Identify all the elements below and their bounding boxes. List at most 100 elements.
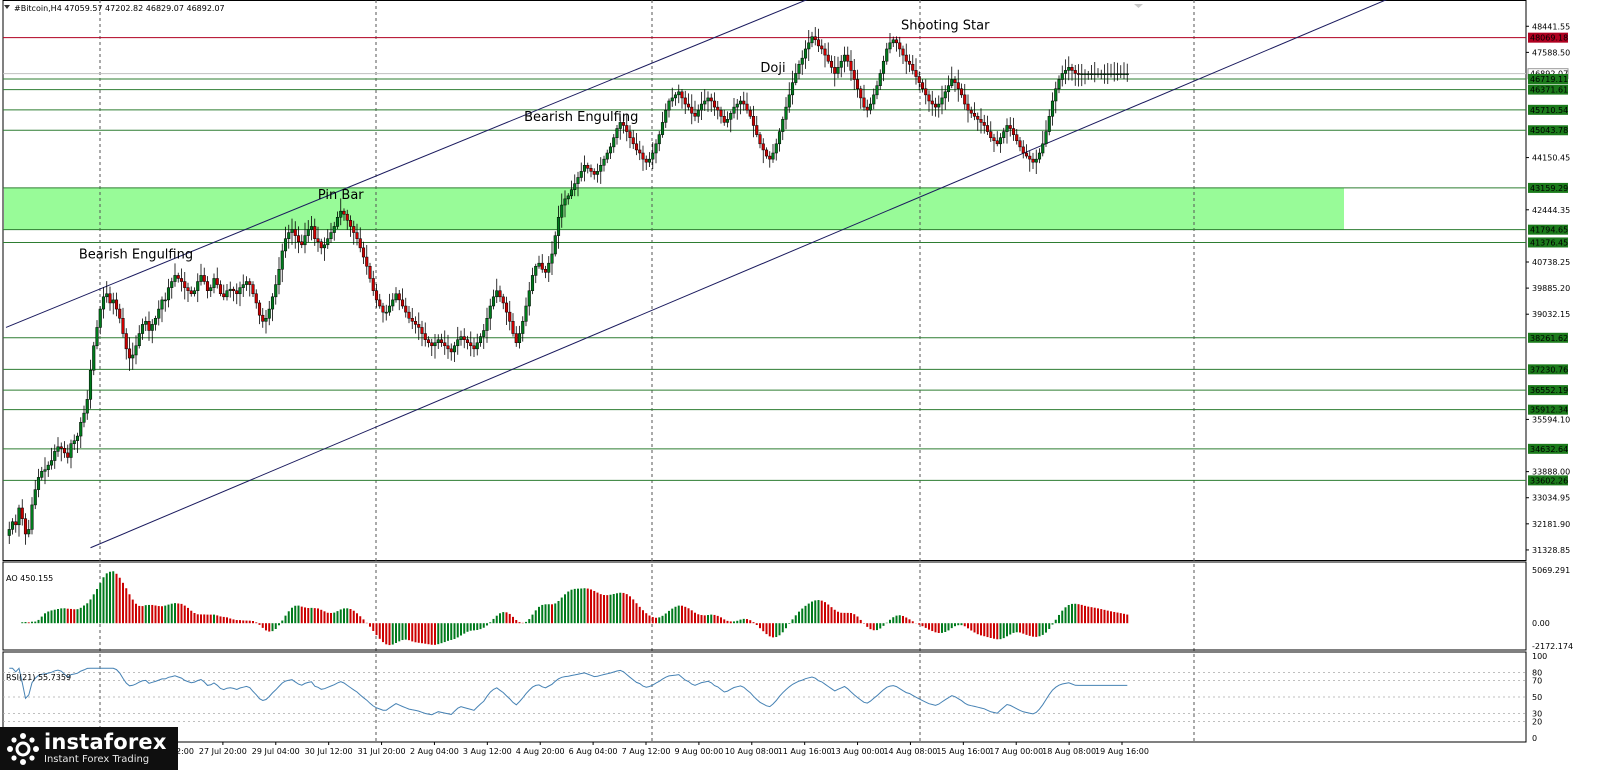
candle <box>101 287 106 319</box>
candle <box>17 504 21 537</box>
candle <box>823 43 827 68</box>
candle <box>475 333 479 356</box>
candle <box>920 79 925 93</box>
price-level-label: 34632.64 <box>1530 445 1568 454</box>
candle <box>953 76 957 92</box>
candle <box>924 79 928 105</box>
candle <box>196 273 200 303</box>
candle <box>166 278 171 308</box>
rsi-tick-label: 30 <box>1532 709 1542 718</box>
candle <box>300 234 304 249</box>
candle <box>849 50 853 81</box>
candle <box>345 209 349 230</box>
candle <box>579 162 583 182</box>
candle <box>969 106 973 118</box>
candle <box>602 155 606 172</box>
price-level-box <box>1528 224 1568 235</box>
candle <box>108 286 112 311</box>
time-tick-label: 15 Aug 16:00 <box>936 747 990 756</box>
candle <box>134 335 138 365</box>
candle <box>209 284 213 297</box>
candle <box>1057 75 1061 94</box>
candle <box>192 287 197 297</box>
candle <box>270 293 275 322</box>
price-level-box <box>1528 332 1568 343</box>
candle <box>30 497 34 535</box>
candle <box>911 55 915 75</box>
candle <box>316 226 320 252</box>
candle <box>498 285 502 302</box>
candle <box>176 272 180 283</box>
logo-tagline: Instant Forex Trading <box>44 754 150 765</box>
price-level-box <box>1528 237 1568 248</box>
candle <box>959 83 964 98</box>
candle <box>36 468 41 498</box>
candle <box>491 289 496 310</box>
candle <box>114 292 119 317</box>
candle <box>274 275 278 305</box>
candle <box>534 263 538 284</box>
candle <box>1031 152 1035 169</box>
candle <box>508 300 512 331</box>
candle <box>186 282 190 303</box>
candle <box>621 115 626 134</box>
candle <box>592 168 596 180</box>
candle <box>436 334 440 349</box>
candle <box>95 320 99 350</box>
time-tick-label: 4 Aug 20:00 <box>516 747 565 756</box>
candle <box>397 289 401 311</box>
channel-upper-line <box>5 0 808 328</box>
candle <box>664 103 668 128</box>
candle <box>485 307 489 343</box>
candle <box>833 55 837 87</box>
candle <box>628 125 632 149</box>
price-level-label: 33602.26 <box>1530 476 1568 485</box>
candle <box>66 444 70 464</box>
candle <box>88 359 93 409</box>
candle <box>803 40 808 69</box>
candle <box>124 328 128 360</box>
candle <box>768 151 772 168</box>
time-tick-label: 3 Aug 12:00 <box>463 747 512 756</box>
candle <box>1083 69 1087 85</box>
candle <box>901 45 905 64</box>
candle <box>605 149 609 164</box>
candle <box>378 293 382 309</box>
candle <box>556 205 561 249</box>
candle <box>472 337 476 357</box>
candle <box>1015 129 1019 145</box>
candle <box>1005 118 1009 144</box>
candle <box>352 220 356 245</box>
candle <box>322 237 327 261</box>
candle <box>173 263 177 287</box>
candle <box>40 466 44 481</box>
price-level-label: 45043.78 <box>1530 126 1568 135</box>
candle <box>586 162 590 174</box>
candle <box>634 133 639 156</box>
candle <box>1050 92 1055 126</box>
candle <box>540 254 544 273</box>
collapse-arrow-icon[interactable] <box>4 5 10 9</box>
candle <box>816 28 821 53</box>
candle <box>85 390 89 420</box>
candle <box>917 71 921 91</box>
candle <box>225 283 229 301</box>
pattern-annotation: Shooting Star <box>901 19 990 34</box>
candle <box>615 124 619 145</box>
candle <box>478 333 483 347</box>
candle <box>956 69 960 102</box>
price-tick-label: 44150.45 <box>1532 154 1570 163</box>
candle <box>1125 63 1129 82</box>
candle <box>527 281 531 316</box>
candle <box>241 274 245 297</box>
price-level-label: 38261.62 <box>1530 334 1568 343</box>
candle <box>98 306 102 335</box>
candle <box>872 88 876 110</box>
ao-pane-frame <box>2 561 1527 651</box>
candle <box>79 417 83 448</box>
time-tick-label: 30 Jul 12:00 <box>305 747 353 756</box>
candle <box>599 157 603 184</box>
candle <box>712 92 717 116</box>
candle <box>582 155 587 182</box>
candle <box>573 174 577 197</box>
